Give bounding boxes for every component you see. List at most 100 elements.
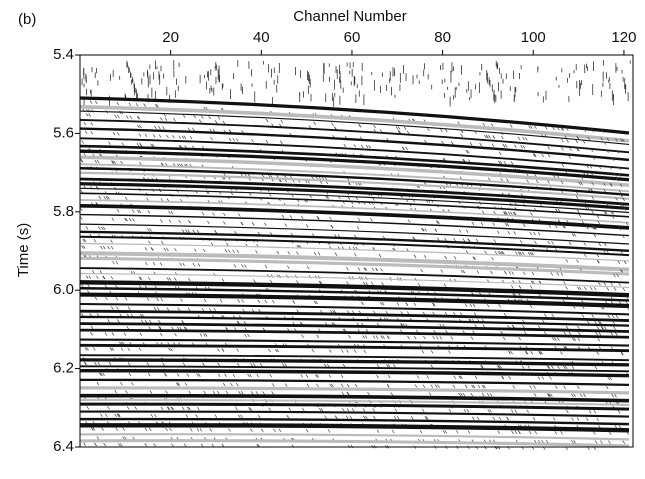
wiggle: [492, 222, 496, 226]
wiggle: [268, 348, 271, 353]
wiggle: [100, 372, 103, 377]
wiggle: [173, 117, 176, 122]
wiggle: [275, 348, 278, 353]
wiggle: [122, 427, 125, 431]
wiggle: [586, 165, 589, 169]
wiggle: [522, 325, 525, 329]
wiggle: [87, 284, 90, 288]
wiggle: [481, 364, 484, 369]
wiggle: [580, 393, 583, 398]
wiggle: [365, 415, 368, 420]
wiggle: [85, 226, 89, 230]
wiggle: [622, 287, 626, 291]
wiggle: [422, 311, 426, 315]
wiggle: [80, 216, 83, 220]
reflector: [79, 287, 630, 302]
wiggle: [493, 210, 496, 215]
wiggle: [217, 348, 220, 352]
wiggle: [241, 264, 244, 268]
wiggle: [154, 104, 158, 108]
wiggle: [158, 134, 162, 138]
wiggle: [511, 271, 514, 275]
wiggle: [578, 181, 581, 186]
wiggle: [127, 362, 131, 366]
wiggle: [139, 124, 142, 129]
wiggle: [212, 128, 216, 133]
wiggle: [565, 259, 569, 263]
wiggle: [104, 332, 108, 336]
wiggle: [257, 414, 261, 419]
wiggle: [262, 391, 265, 395]
reflector: [79, 368, 630, 378]
y-tick-label: 5.6: [53, 124, 74, 141]
wiggle: [576, 136, 580, 140]
wiggle: [237, 299, 240, 303]
wiggle: [368, 145, 371, 149]
wiggle: [363, 267, 366, 271]
wiggle: [486, 303, 490, 308]
wiggle: [346, 408, 350, 412]
wiggle: [503, 211, 507, 215]
wiggle: [537, 325, 541, 329]
reflector: [79, 163, 630, 193]
wiggle: [436, 237, 440, 241]
wiggle: [182, 114, 186, 118]
wiggle: [305, 224, 309, 228]
wiggle: [594, 320, 597, 325]
wiggle: [261, 174, 265, 178]
wiggle: [560, 127, 564, 131]
plot-frame: [79, 54, 634, 448]
reflector: [79, 358, 630, 367]
wiggle: [505, 211, 508, 215]
wiggle: [182, 262, 185, 267]
wiggle: [539, 280, 542, 285]
wiggle: [334, 252, 338, 256]
wiggle: [265, 139, 269, 144]
wiggle: [537, 376, 541, 380]
wiggle: [103, 226, 106, 231]
wiggle: [187, 127, 191, 131]
wiggle: [165, 390, 168, 394]
wiggle: [596, 260, 600, 264]
wiggle: [565, 127, 569, 131]
wiggle: [296, 251, 299, 255]
wiggle: [609, 295, 613, 299]
wiggle: [126, 325, 130, 330]
wiggle: [210, 136, 213, 141]
wiggle: [221, 443, 225, 448]
wiggle: [85, 275, 89, 279]
wiggle: [319, 280, 323, 285]
wiggle: [510, 409, 514, 413]
reflector: [79, 272, 630, 289]
wiggle: [354, 253, 357, 257]
wiggle: [353, 144, 357, 148]
wiggle: [135, 102, 139, 107]
wiggle: [138, 276, 142, 281]
wiggle: [208, 115, 211, 120]
wiggle: [146, 362, 150, 366]
wiggle: [598, 242, 601, 247]
wiggle: [563, 331, 567, 336]
wiggle: [606, 287, 610, 291]
wiggle: [620, 250, 623, 254]
wiggle: [462, 392, 466, 397]
y-tick-label: 5.4: [53, 46, 74, 63]
wiggle: [287, 251, 291, 255]
wiggle: [166, 406, 170, 411]
reflector: [79, 303, 630, 316]
wiggle: [144, 443, 148, 447]
wiggle: [192, 229, 196, 233]
wiggle: [430, 350, 434, 354]
wiggle: [493, 239, 497, 243]
wiggle: [234, 230, 237, 235]
wiggle: [306, 383, 310, 387]
wiggle: [506, 416, 509, 421]
wiggle: [586, 205, 590, 210]
wiggle: [491, 257, 494, 261]
wiggle: [591, 196, 595, 200]
wiggle: [181, 229, 185, 233]
wiggle: [424, 139, 427, 144]
wiggle: [129, 115, 133, 119]
wiggle: [96, 381, 100, 386]
wiggle: [95, 275, 99, 280]
